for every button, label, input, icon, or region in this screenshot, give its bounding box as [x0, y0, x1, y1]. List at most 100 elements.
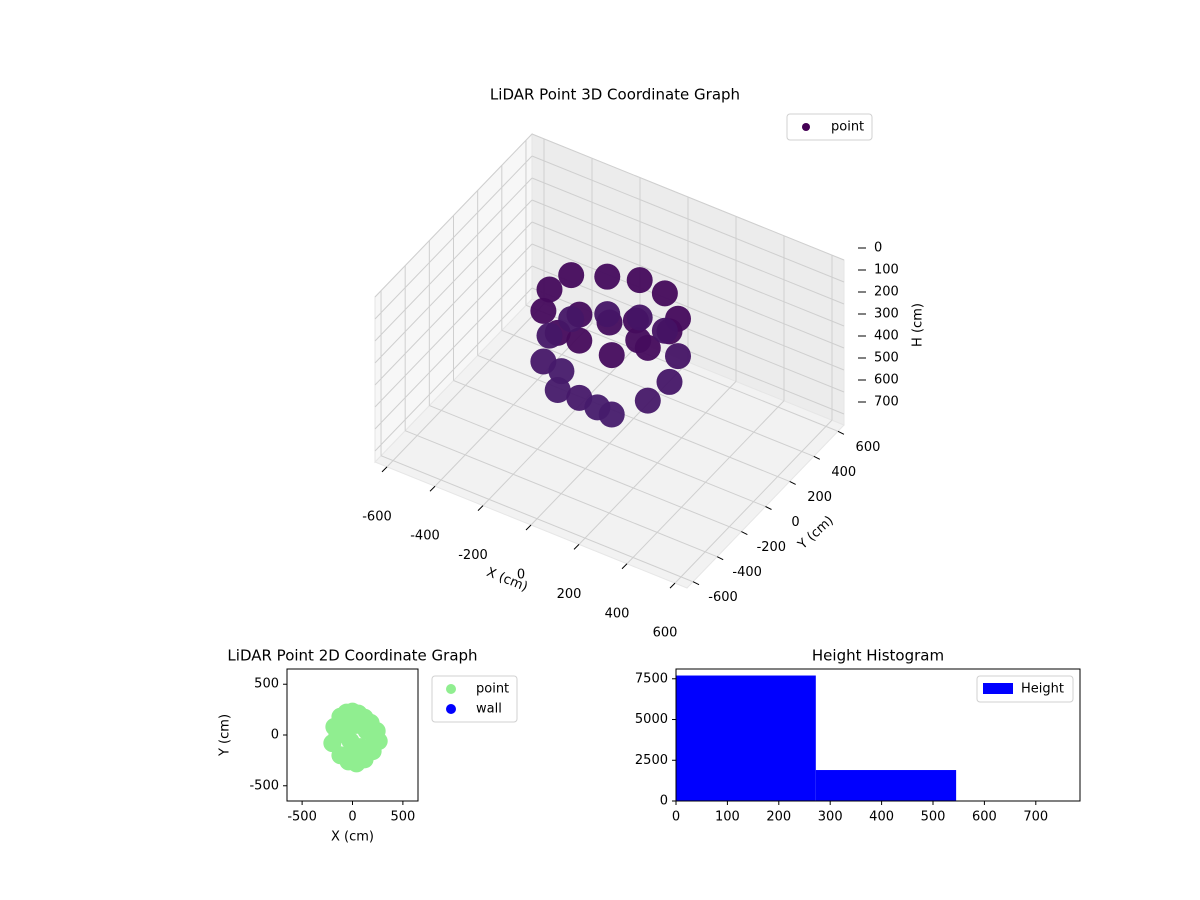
x-tick-label: 300 — [818, 810, 843, 825]
legend-label: point — [476, 682, 509, 697]
z-tick-label: 600 — [874, 373, 899, 388]
x-tick-label: 0 — [348, 810, 356, 825]
grid-line — [374, 265, 533, 430]
point — [536, 276, 563, 303]
grid-line — [531, 177, 845, 305]
point — [594, 301, 621, 328]
y-tick-label: 500 — [254, 677, 279, 692]
legend-label: wall — [476, 702, 502, 717]
legend-marker — [446, 684, 456, 694]
y-tick-label: 200 — [807, 490, 832, 505]
y-tick-label: -600 — [708, 590, 738, 605]
y-tick-label: 2500 — [635, 753, 668, 768]
z-tick-label: 500 — [874, 351, 899, 366]
y-tick-label: 0 — [660, 794, 668, 809]
legend-marker — [802, 123, 810, 131]
z-tick-label: 700 — [874, 395, 899, 410]
x-tick-label: 600 — [972, 810, 997, 825]
legend-marker — [446, 704, 456, 714]
tick-mark — [381, 466, 388, 473]
grid-line — [405, 430, 718, 558]
bar — [676, 675, 816, 801]
grid-line — [380, 455, 694, 583]
z-tick-label: 200 — [874, 285, 899, 300]
x-tick-label: 500 — [390, 810, 415, 825]
x-tick-label: 0 — [517, 568, 525, 583]
tick-mark — [813, 455, 821, 460]
legend-box — [976, 675, 1074, 703]
tick-mark — [429, 485, 436, 492]
grid-line — [531, 155, 845, 283]
point — [584, 394, 611, 421]
point — [365, 730, 384, 749]
point — [558, 262, 585, 289]
axes-frame — [675, 668, 1081, 802]
y-tick-label: 600 — [856, 440, 881, 455]
tick-mark — [525, 524, 532, 531]
point — [634, 387, 661, 414]
y-tick-label: -400 — [732, 565, 762, 580]
tick-mark — [477, 505, 484, 511]
x-tick-label: -200 — [458, 548, 488, 563]
chart-title: Height Histogram — [812, 647, 944, 665]
tick-mark — [837, 430, 845, 435]
x-tick-label: 500 — [921, 810, 946, 825]
point — [626, 267, 653, 294]
point — [594, 263, 621, 290]
legend-marker — [983, 683, 1013, 694]
point — [343, 744, 362, 763]
tick-mark — [669, 582, 676, 589]
grid-line — [374, 287, 533, 452]
y-tick-label: -500 — [249, 778, 279, 793]
y-tick-label: 0 — [271, 728, 279, 743]
y-tick-label: 7500 — [635, 671, 668, 686]
grid-line — [374, 177, 533, 342]
x-tick-label: 200 — [557, 587, 582, 602]
point — [548, 358, 575, 385]
y-tick-label: -200 — [757, 540, 787, 555]
point — [626, 304, 653, 331]
tick-mark — [573, 544, 580, 550]
x-tick-label: -600 — [362, 509, 392, 524]
x-tick-label: 700 — [1023, 810, 1048, 825]
z-tick-label: 300 — [874, 307, 899, 322]
x-axis-label: X (cm) — [331, 830, 374, 845]
tick-mark — [692, 581, 700, 586]
z-axis-label: H (cm) — [911, 303, 926, 347]
legend-label: point — [831, 120, 864, 135]
tick-mark — [765, 506, 772, 510]
y-tick-label: 0 — [791, 515, 799, 530]
x-tick-label: 400 — [605, 606, 630, 621]
grid-line — [531, 199, 845, 327]
point — [625, 327, 652, 354]
tick-mark — [716, 556, 724, 561]
point — [598, 342, 625, 369]
point — [651, 317, 678, 344]
point — [536, 322, 563, 349]
grid-line — [429, 405, 742, 533]
y-tick-label: 5000 — [635, 712, 668, 727]
grid-line — [374, 155, 533, 320]
point — [665, 343, 691, 370]
x-tick-label: 400 — [869, 810, 894, 825]
legend-box — [786, 113, 873, 141]
grid-line — [374, 221, 533, 386]
chart-title: LiDAR Point 2D Coordinate Graph — [227, 647, 477, 665]
legend-label: Height — [1021, 682, 1064, 697]
tick-mark — [621, 563, 628, 570]
tick-mark — [741, 531, 748, 536]
point — [353, 713, 372, 732]
y-axis-label: Y (cm) — [218, 714, 233, 757]
bar — [815, 770, 957, 801]
z-tick-label: 100 — [874, 263, 899, 278]
point — [530, 297, 557, 324]
grid-line — [374, 133, 533, 298]
grid-line — [531, 243, 845, 371]
grid-line — [477, 354, 790, 482]
z-tick-label: 0 — [874, 241, 882, 256]
x-tick-label: -400 — [410, 529, 440, 544]
x-tick-label: 200 — [766, 810, 791, 825]
point — [558, 306, 585, 333]
